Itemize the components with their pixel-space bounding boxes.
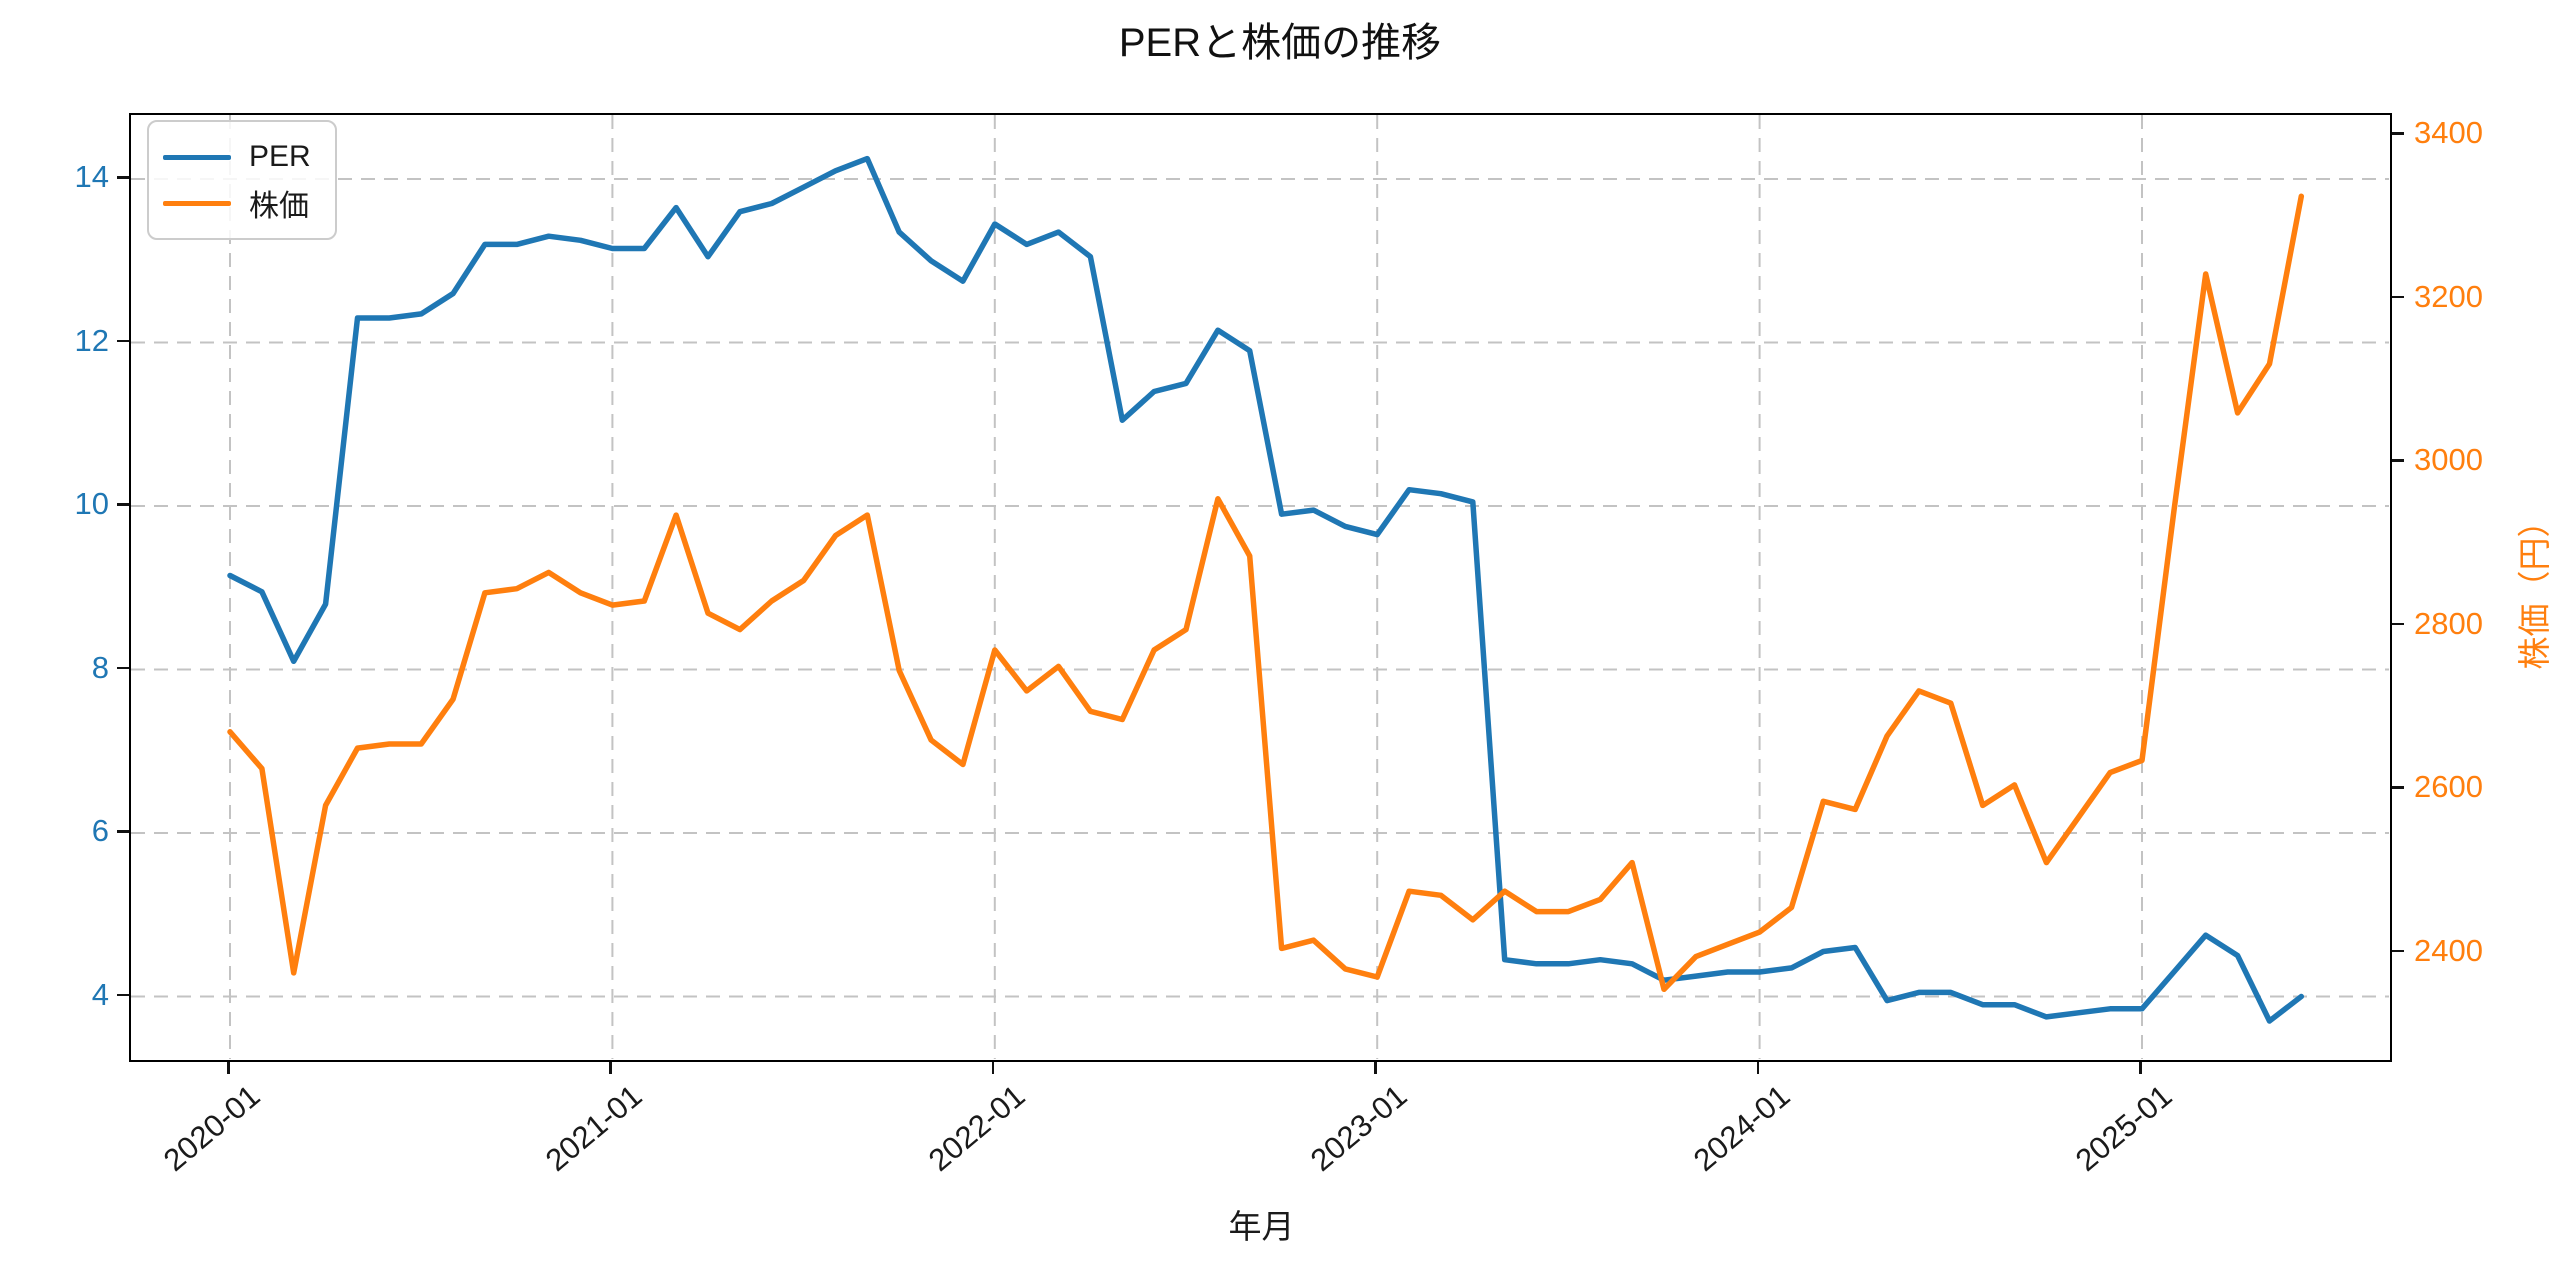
legend: PER 株価 <box>147 120 337 240</box>
y-right-tick-label: 3200 <box>2414 278 2483 314</box>
y-right-tick-mark <box>2392 132 2404 135</box>
y-left-tick-mark <box>117 503 129 506</box>
legend-label: PER <box>249 140 311 173</box>
x-tick-mark <box>991 1062 995 1074</box>
y-right-tick-mark <box>2392 786 2404 789</box>
legend-line-swatch <box>163 154 231 160</box>
x-tick-mark <box>609 1062 612 1074</box>
y-left-tick-mark <box>117 830 129 833</box>
y-left-tick-label: 14 <box>74 159 109 194</box>
x-tick-label: 2021-01 <box>539 1078 649 1178</box>
x-tick-mark <box>2139 1062 2142 1074</box>
legend-row-株価: 株価 <box>163 180 335 226</box>
chart-title: PERと株価の推移 <box>1118 21 1442 65</box>
plot-canvas <box>131 115 2389 1059</box>
legend-line-swatch <box>163 200 231 206</box>
y-right-tick-label: 3000 <box>2414 442 2483 477</box>
plot-area: PER 株価 <box>129 113 2392 1062</box>
y-left-tick-label: 8 <box>91 649 109 685</box>
y-left-tick-mark <box>117 993 129 996</box>
legend-row-PER: PER <box>163 134 335 180</box>
y-right-tick-mark <box>2392 459 2404 462</box>
y-right-tick-mark <box>2392 949 2404 952</box>
y-right-tick-label: 2800 <box>2414 605 2483 641</box>
x-tick-label: 2022-01 <box>921 1078 1032 1178</box>
y-left-tick-label: 6 <box>91 813 109 848</box>
x-tick-mark <box>227 1062 230 1074</box>
legend-label: 株価 <box>249 190 309 223</box>
x-tick-mark <box>1374 1062 1377 1074</box>
series-line-PER <box>227 155 2305 1024</box>
x-tick-label: 2020-01 <box>156 1078 267 1178</box>
y-right-tick-label: 3400 <box>2414 115 2483 150</box>
y-left-tick-label: 10 <box>74 486 109 521</box>
y-left-tick-label: 12 <box>74 322 109 358</box>
x-tick-mark <box>1756 1062 1760 1074</box>
y-left-tick-label: 4 <box>91 976 109 1012</box>
y-left-tick-mark <box>117 666 129 669</box>
y-right-tick-mark <box>2392 622 2404 625</box>
x-tick-label: 2024-01 <box>1686 1078 1797 1178</box>
y-left-tick-mark <box>117 339 129 342</box>
y-left-tick-mark <box>117 176 129 179</box>
y-right-tick-mark <box>2392 295 2404 298</box>
y-right-tick-label: 2400 <box>2414 932 2483 968</box>
y-right-axis-label: 株価（円） <box>2516 504 2553 670</box>
y-left-axis-label: PER <box>0 553 6 621</box>
y-right-tick-label: 2600 <box>2414 769 2483 804</box>
series-line-株価 <box>227 193 2305 993</box>
x-tick-label: 2023-01 <box>1304 1078 1414 1178</box>
x-axis-label: 年月 <box>1228 1208 1295 1245</box>
x-tick-label: 2025-01 <box>2068 1078 2179 1178</box>
